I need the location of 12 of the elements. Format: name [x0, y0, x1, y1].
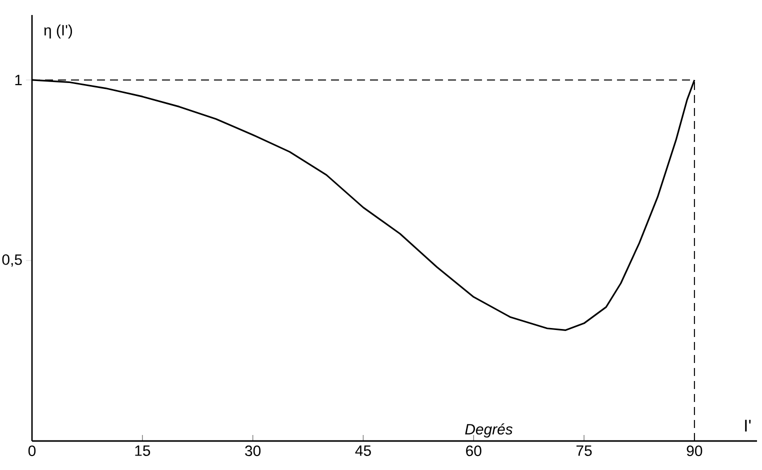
x-tick-label: 60	[466, 446, 482, 456]
y-axis-title: η (I')	[44, 24, 72, 38]
x-tick-label: 30	[245, 446, 261, 456]
x-tick-label: 15	[135, 446, 150, 456]
x-tick-label: 90	[686, 446, 702, 456]
x-axis-title: I'	[745, 420, 751, 432]
y-tick-label: 1	[15, 74, 22, 86]
annotation: Degrés	[465, 423, 513, 438]
x-tick-label: 45	[355, 446, 371, 456]
x-tick-label: 75	[576, 446, 592, 456]
y-tick-label: 0,5	[2, 254, 22, 267]
x-tick-label: 0	[28, 446, 36, 456]
